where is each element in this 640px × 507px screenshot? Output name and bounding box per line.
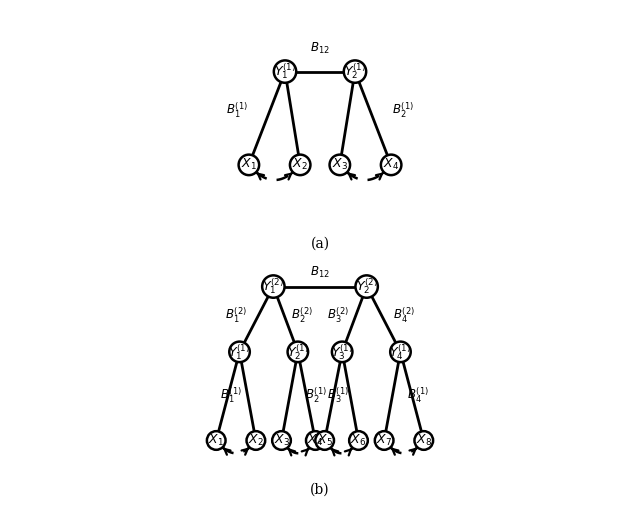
Text: $X_7$: $X_7$ bbox=[376, 433, 392, 448]
Circle shape bbox=[390, 342, 411, 362]
Text: (b): (b) bbox=[310, 483, 330, 496]
Circle shape bbox=[332, 342, 353, 362]
Text: (a): (a) bbox=[310, 237, 330, 251]
Circle shape bbox=[262, 275, 285, 298]
Circle shape bbox=[272, 431, 291, 450]
Circle shape bbox=[415, 431, 433, 450]
Circle shape bbox=[207, 431, 225, 450]
Text: $X_8$: $X_8$ bbox=[416, 433, 432, 448]
Text: $Y_2^{(1)}$: $Y_2^{(1)}$ bbox=[287, 342, 309, 361]
Circle shape bbox=[349, 431, 368, 450]
Text: $X_3$: $X_3$ bbox=[273, 433, 289, 448]
Circle shape bbox=[381, 155, 401, 175]
Text: $X_1$: $X_1$ bbox=[241, 157, 257, 172]
Text: $X_3$: $X_3$ bbox=[332, 157, 348, 172]
Text: $Y_1^{(2)}$: $Y_1^{(2)}$ bbox=[262, 277, 284, 296]
Text: $X_4$: $X_4$ bbox=[383, 157, 399, 172]
Circle shape bbox=[355, 275, 378, 298]
Text: $X_2$: $X_2$ bbox=[248, 433, 264, 448]
Text: $X_5$: $X_5$ bbox=[317, 433, 333, 448]
Text: $B_2^{(1)}$: $B_2^{(1)}$ bbox=[305, 385, 327, 405]
Circle shape bbox=[287, 342, 308, 362]
Circle shape bbox=[246, 431, 265, 450]
Text: $B_1^{(1)}$: $B_1^{(1)}$ bbox=[220, 385, 242, 405]
Circle shape bbox=[274, 60, 296, 83]
Text: $B_4^{(1)}$: $B_4^{(1)}$ bbox=[408, 385, 429, 405]
Circle shape bbox=[330, 155, 350, 175]
Text: $B_4^{(2)}$: $B_4^{(2)}$ bbox=[394, 306, 415, 325]
Circle shape bbox=[229, 342, 250, 362]
Circle shape bbox=[290, 155, 310, 175]
Text: $Y_1^{(1)}$: $Y_1^{(1)}$ bbox=[274, 62, 296, 81]
Circle shape bbox=[306, 431, 324, 450]
Text: $X_6$: $X_6$ bbox=[351, 433, 367, 448]
Text: $X_2$: $X_2$ bbox=[292, 157, 308, 172]
Text: $B_2^{(1)}$: $B_2^{(1)}$ bbox=[392, 100, 414, 120]
Text: $Y_2^{(1)}$: $Y_2^{(1)}$ bbox=[344, 62, 366, 81]
Circle shape bbox=[375, 431, 394, 450]
Text: $B_{12}$: $B_{12}$ bbox=[310, 265, 330, 280]
Text: $B_3^{(2)}$: $B_3^{(2)}$ bbox=[327, 306, 349, 325]
Circle shape bbox=[316, 431, 334, 450]
Text: $B_2^{(2)}$: $B_2^{(2)}$ bbox=[291, 306, 313, 325]
Text: $B_1^{(2)}$: $B_1^{(2)}$ bbox=[225, 306, 246, 325]
Circle shape bbox=[239, 155, 259, 175]
Text: $B_1^{(1)}$: $B_1^{(1)}$ bbox=[226, 100, 248, 120]
Text: $B_{12}$: $B_{12}$ bbox=[310, 41, 330, 56]
Text: $Y_4^{(1)}$: $Y_4^{(1)}$ bbox=[389, 342, 412, 361]
Text: $Y_3^{(1)}$: $Y_3^{(1)}$ bbox=[331, 342, 353, 361]
Circle shape bbox=[344, 60, 366, 83]
Text: $B_3^{(1)}$: $B_3^{(1)}$ bbox=[327, 385, 349, 405]
Text: $Y_2^{(2)}$: $Y_2^{(2)}$ bbox=[356, 277, 378, 296]
Text: $X_4$: $X_4$ bbox=[307, 433, 323, 448]
Text: $Y_1^{(1)}$: $Y_1^{(1)}$ bbox=[228, 342, 251, 361]
Text: $X_1$: $X_1$ bbox=[208, 433, 224, 448]
